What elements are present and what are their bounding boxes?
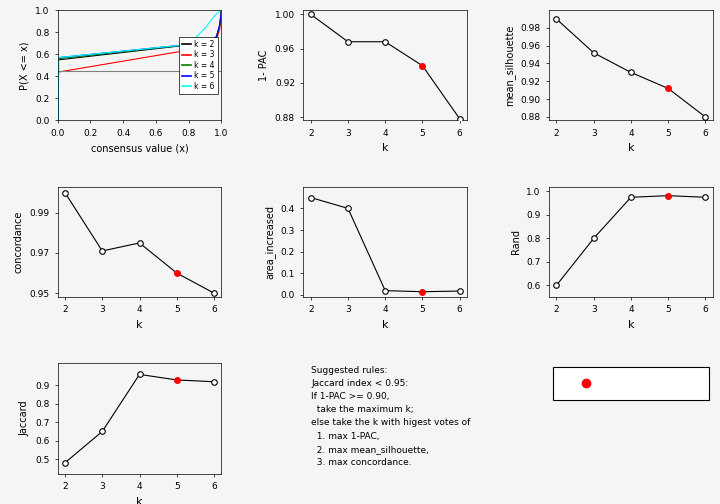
Text: best k: best k	[618, 378, 655, 388]
Y-axis label: concordance: concordance	[14, 211, 24, 273]
k = 4	[182, 42, 191, 48]
FancyBboxPatch shape	[553, 367, 708, 400]
k = 6	[133, 47, 142, 53]
k = 3	[62, 68, 71, 74]
Y-axis label: area_increased: area_increased	[264, 205, 275, 279]
k = 4	[133, 47, 142, 53]
k = 5	[53, 117, 62, 123]
k = 6	[53, 117, 62, 123]
k = 6	[212, 11, 221, 17]
k = 2	[212, 33, 221, 39]
k = 5	[129, 47, 138, 53]
k = 2	[62, 56, 71, 62]
k = 3	[217, 7, 226, 13]
k = 4	[212, 33, 221, 39]
k = 4	[129, 48, 138, 54]
k = 5	[182, 42, 191, 48]
k = 6	[129, 47, 138, 53]
Y-axis label: 1- PAC: 1- PAC	[259, 49, 269, 81]
k = 5	[133, 47, 142, 53]
X-axis label: k: k	[136, 496, 143, 504]
k = 4	[62, 55, 71, 61]
k = 4	[212, 33, 221, 39]
Line: k = 5: k = 5	[58, 10, 222, 120]
k = 5	[217, 7, 226, 13]
k = 2	[133, 48, 142, 54]
X-axis label: k: k	[382, 320, 389, 330]
k = 3	[129, 56, 138, 62]
k = 2	[53, 117, 62, 123]
k = 5	[62, 54, 71, 60]
k = 2	[182, 42, 191, 48]
Line: k = 6: k = 6	[58, 10, 222, 120]
X-axis label: k: k	[382, 143, 389, 153]
Line: k = 4: k = 4	[58, 10, 222, 120]
Y-axis label: mean_silhouette: mean_silhouette	[504, 25, 515, 106]
Legend: k = 2, k = 3, k = 4, k = 5, k = 6: k = 2, k = 3, k = 4, k = 5, k = 6	[179, 37, 217, 94]
Line: k = 3: k = 3	[58, 10, 222, 120]
k = 3	[182, 47, 191, 53]
Line: k = 2: k = 2	[58, 10, 222, 120]
X-axis label: k: k	[136, 320, 143, 330]
k = 2	[212, 33, 221, 39]
k = 6	[212, 11, 221, 17]
k = 2	[217, 7, 226, 13]
k = 2	[129, 48, 138, 54]
k = 6	[182, 42, 191, 48]
k = 5	[212, 33, 221, 39]
k = 3	[53, 117, 62, 123]
k = 3	[212, 36, 221, 42]
Y-axis label: P(X <= x): P(X <= x)	[19, 41, 30, 90]
k = 3	[133, 56, 142, 62]
k = 6	[217, 7, 226, 13]
Text: Suggested rules:
Jaccard index < 0.95:
If 1-PAC >= 0.90,
  take the maximum k;
e: Suggested rules: Jaccard index < 0.95: I…	[312, 365, 471, 467]
Y-axis label: Jaccard: Jaccard	[19, 401, 30, 436]
k = 6	[62, 54, 71, 60]
k = 4	[53, 117, 62, 123]
X-axis label: consensus value (x): consensus value (x)	[91, 143, 189, 153]
X-axis label: k: k	[628, 320, 634, 330]
Y-axis label: Rand: Rand	[510, 229, 521, 255]
X-axis label: k: k	[628, 143, 634, 153]
k = 4	[217, 7, 226, 13]
k = 5	[212, 33, 221, 39]
k = 3	[212, 37, 221, 43]
